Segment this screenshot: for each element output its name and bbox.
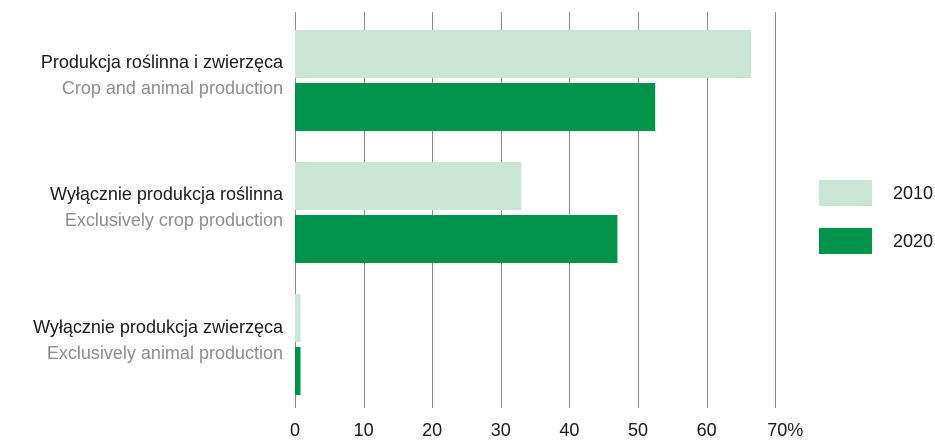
bars xyxy=(295,30,752,395)
x-tick-label-4: 40 xyxy=(559,420,579,440)
x-tick-label-2: 20 xyxy=(422,420,442,440)
x-tick-label-5: 50 xyxy=(628,420,648,440)
legend-swatch-2010 xyxy=(819,180,872,206)
legend-label-2010: 2010 xyxy=(893,183,933,203)
x-tick-label-3: 30 xyxy=(491,420,511,440)
category-label-2: Wyłącznie produkcja roślinna xyxy=(50,184,284,204)
category-sublabel-3: Exclusively animal production xyxy=(47,343,283,363)
x-tick-label-1: 10 xyxy=(354,420,374,440)
x-axis-ticks: 0 10 20 30 40 50 60 70% xyxy=(290,420,803,440)
category-sublabel-2: Exclusively crop production xyxy=(65,210,283,230)
x-tick-label-0: 0 xyxy=(290,420,300,440)
legend: 2010 2020 xyxy=(819,180,933,254)
bar-2020-1 xyxy=(295,83,656,131)
legend-swatch-2020 xyxy=(819,228,872,254)
bar-2010-2 xyxy=(295,162,522,210)
x-tick-label-6: 60 xyxy=(697,420,717,440)
bar-2020-3 xyxy=(295,347,301,395)
bar-2010-3 xyxy=(295,294,301,342)
bar-2020-2 xyxy=(295,215,618,263)
bar-2010-1 xyxy=(295,30,752,78)
category-label-1: Produkcja roślinna i zwierzęca xyxy=(41,52,284,72)
legend-label-2020: 2020 xyxy=(893,231,933,251)
x-tick-label-7: 70% xyxy=(767,420,803,440)
category-label-3: Wyłącznie produkcja zwierzęca xyxy=(33,317,284,337)
category-sublabel-1: Crop and animal production xyxy=(62,78,283,98)
category-labels: Produkcja roślinna i zwierzęca Crop and a… xyxy=(33,52,284,363)
